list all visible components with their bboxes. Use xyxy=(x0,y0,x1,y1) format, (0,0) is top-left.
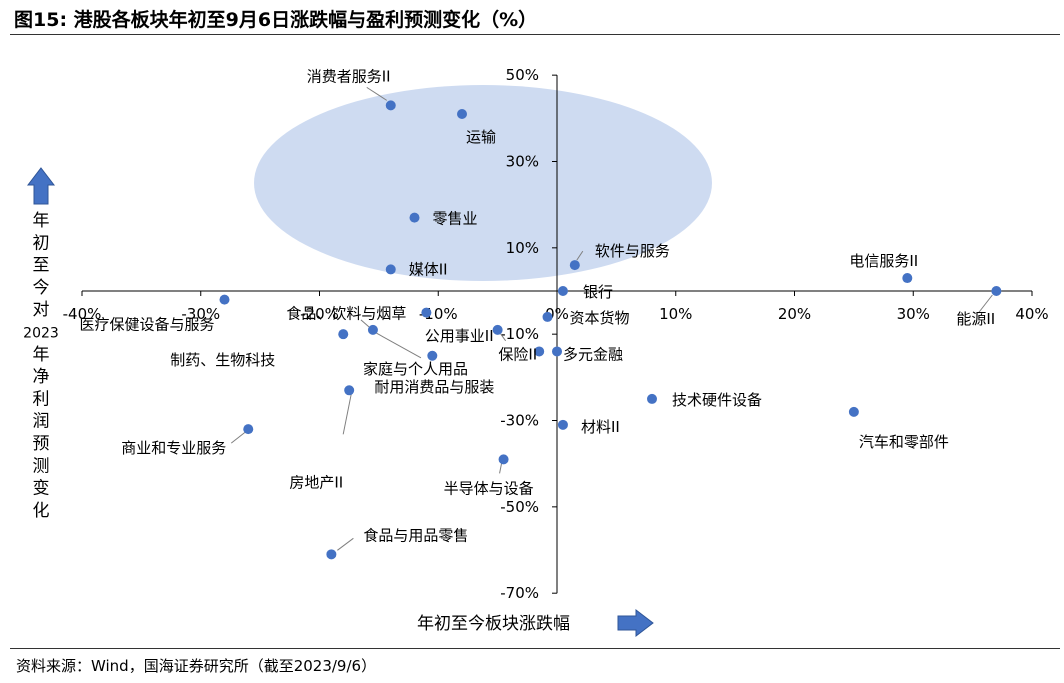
point-label: 消费者服务II xyxy=(307,67,391,85)
point-label: 房地产II xyxy=(289,473,343,491)
data-point xyxy=(243,424,254,435)
y-tick-label: 10% xyxy=(506,239,539,257)
x-tick-label: -40% xyxy=(63,305,102,323)
data-point xyxy=(385,100,396,111)
data-point xyxy=(647,393,657,404)
data-point xyxy=(848,406,859,417)
data-point xyxy=(367,324,378,335)
y-tick-label: 50% xyxy=(506,66,539,84)
data-point xyxy=(385,264,396,275)
data-point xyxy=(492,324,503,335)
x-tick-label: -20% xyxy=(300,305,339,323)
data-point xyxy=(552,346,562,357)
point-label: 公用事业II xyxy=(425,327,494,345)
point-label: 耐用消费品与服装 xyxy=(374,378,494,396)
leader-line xyxy=(500,333,507,342)
data-point xyxy=(409,212,420,223)
point-label: 多元金融 xyxy=(563,345,623,363)
leader-line xyxy=(360,319,370,328)
x-tick-label: 30% xyxy=(897,305,930,323)
x-tick-label: -30% xyxy=(181,305,220,323)
data-point xyxy=(457,109,467,120)
leader-line xyxy=(499,463,503,474)
leader-line xyxy=(366,86,388,101)
y-tick-label: -30% xyxy=(500,412,539,430)
leader-line xyxy=(977,294,993,314)
data-point xyxy=(344,385,355,396)
figure-title: 图15: 港股各板块年初至9月6日涨跌幅与盈利预测变化（%） xyxy=(14,9,538,31)
leader-line xyxy=(342,394,352,435)
data-point xyxy=(569,260,580,271)
point-label: 商业和专业服务 xyxy=(121,439,226,457)
y-axis-label: 年初至今对 2023 年净利润预测变化 xyxy=(23,211,59,521)
point-label: 食品、饮料与烟草 xyxy=(286,305,406,323)
point-label: 汽车和零部件 xyxy=(859,433,949,451)
data-point xyxy=(326,549,337,560)
point-label: 制药、生物科技 xyxy=(170,351,275,369)
point-label: 软件与服务 xyxy=(595,242,670,260)
data-point xyxy=(534,346,545,357)
point-label: 零售业 xyxy=(433,210,478,228)
y-tick-label: -10% xyxy=(500,325,539,343)
data-point xyxy=(557,286,568,296)
data-point xyxy=(902,273,913,284)
data-point xyxy=(338,329,349,340)
leader-line xyxy=(576,250,584,261)
data-point xyxy=(427,350,438,361)
leader-line xyxy=(337,537,354,551)
title-divider xyxy=(10,34,1060,35)
x-tick-label: 10% xyxy=(659,305,692,323)
point-label: 电信服务II xyxy=(849,252,918,270)
data-point xyxy=(421,307,432,318)
leader-line xyxy=(230,431,246,444)
x-tick-label: 40% xyxy=(1015,305,1048,323)
point-label: 媒体II xyxy=(409,260,448,278)
source-note: 资料来源：Wind，国海证券研究所（截至2023/9/6） xyxy=(16,657,377,675)
point-label: 资本货物 xyxy=(570,309,630,327)
source-divider xyxy=(10,648,1060,649)
point-label: 技术硬件设备 xyxy=(672,391,762,409)
data-point xyxy=(991,286,1002,296)
y-tick-label: -70% xyxy=(500,584,539,602)
data-point xyxy=(542,311,553,322)
point-label: 食品与用品零售 xyxy=(363,526,468,544)
point-label: 能源II xyxy=(956,310,995,328)
point-label: 银行 xyxy=(583,283,613,301)
x-axis-arrow-icon xyxy=(617,608,654,638)
point-label: 运输 xyxy=(466,128,496,146)
point-label: 材料II xyxy=(581,418,620,436)
point-label: 家庭与个人用品 xyxy=(363,360,468,378)
y-axis-arrow-icon xyxy=(26,167,56,205)
point-label: 保险II xyxy=(498,345,537,363)
highlight-ellipse xyxy=(254,85,712,281)
y-tick-label: -50% xyxy=(500,498,539,516)
x-tick-label: 20% xyxy=(778,305,811,323)
leader-line xyxy=(375,332,422,359)
x-axis-label: 年初至今板块涨跌幅 xyxy=(417,614,570,634)
point-label: 半导体与设备 xyxy=(444,479,534,497)
y-tick-label: 30% xyxy=(506,152,539,170)
data-point xyxy=(557,419,568,430)
data-point xyxy=(498,454,509,465)
data-point xyxy=(219,294,230,305)
point-label: 医疗保健设备与服务 xyxy=(79,316,214,334)
